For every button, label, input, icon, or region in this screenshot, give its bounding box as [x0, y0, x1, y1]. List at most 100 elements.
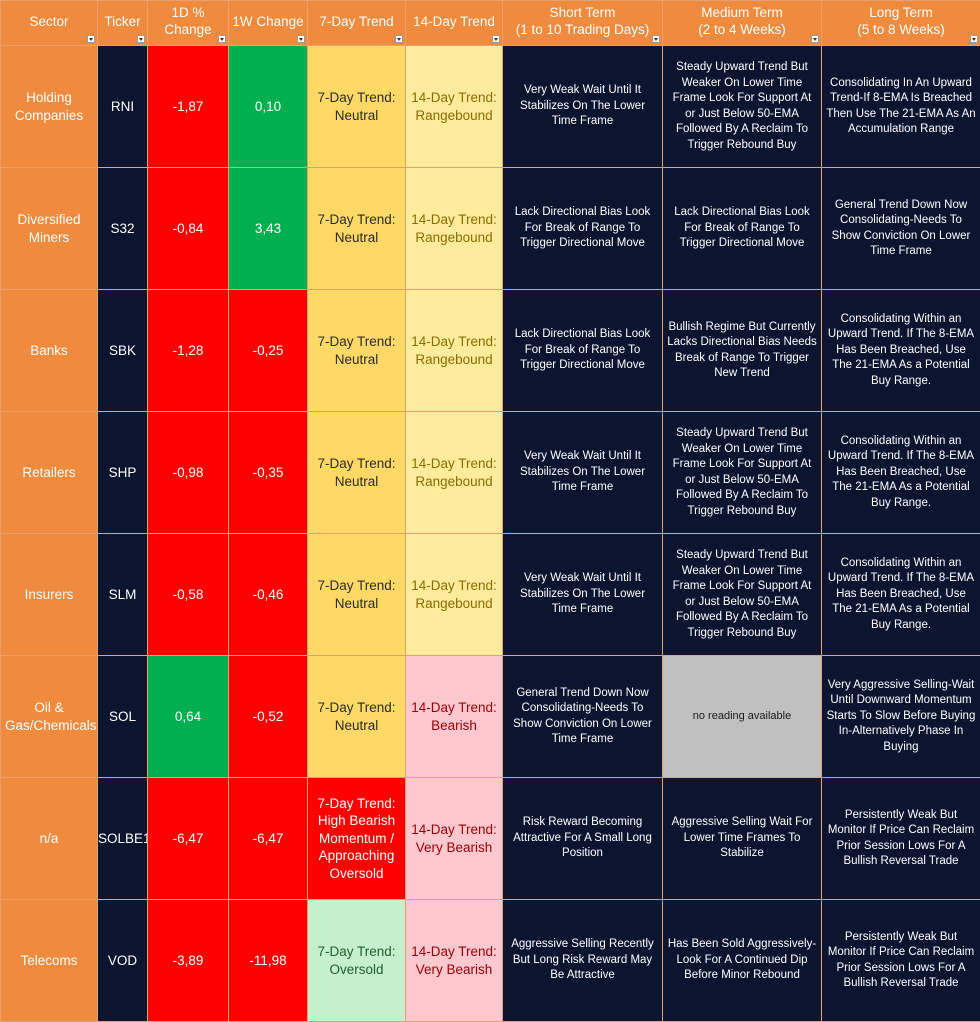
cell-medium-term[interactable]: Aggressive Selling Wait For Lower Time F… [663, 778, 822, 900]
cell-long-term[interactable]: Consolidating Within an Upward Trend. If… [822, 412, 980, 534]
cell-1w-change[interactable]: -6,47 [229, 778, 308, 900]
cell-1d-change[interactable]: -6,47 [148, 778, 229, 900]
cell-14day-trend[interactable]: 14-Day Trend: Rangebound [406, 168, 503, 290]
cell-ticker[interactable]: RNI [98, 46, 148, 168]
col-header-long-term: Long Term(5 to 8 Weeks) [822, 1, 980, 46]
cell-ticker[interactable]: S32 [98, 168, 148, 290]
cell-long-term[interactable]: Consolidating Within an Upward Trend. If… [822, 290, 980, 412]
cell-7day-trend[interactable]: 7-Day Trend: Neutral [308, 412, 406, 534]
cell-ticker[interactable]: SHP [98, 412, 148, 534]
filter-dropdown-icon[interactable] [395, 35, 403, 43]
filter-dropdown-icon[interactable] [297, 35, 305, 43]
col-header-sector: Sector [1, 1, 98, 46]
header-sublabel: (2 to 4 Weeks) [698, 22, 786, 37]
header-sublabel: (5 to 8 Weeks) [857, 22, 945, 37]
header-label: Sector [1, 13, 97, 34]
filter-dropdown-icon[interactable] [970, 35, 978, 43]
cell-sector[interactable]: n/a [1, 778, 98, 900]
cell-1w-change[interactable]: -11,98 [229, 900, 308, 1022]
cell-medium-term[interactable]: Steady Upward Trend But Weaker On Lower … [663, 412, 822, 534]
cell-medium-term[interactable]: no reading available [663, 656, 822, 778]
cell-medium-term[interactable]: Has Been Sold Aggressively-Look For A Co… [663, 900, 822, 1022]
cell-short-term[interactable]: Lack Directional Bias Look For Break of … [503, 290, 663, 412]
cell-short-term[interactable]: Very Weak Wait Until It Stabilizes On Th… [503, 534, 663, 656]
cell-short-term[interactable]: Very Weak Wait Until It Stabilizes On Th… [503, 412, 663, 534]
col-header-7day-trend: 7-Day Trend [308, 1, 406, 46]
cell-long-term[interactable]: General Trend Down Now Consolidating-Nee… [822, 168, 980, 290]
cell-sector[interactable]: Diversified Miners [1, 168, 98, 290]
cell-long-term[interactable]: Persistently Weak But Monitor If Price C… [822, 900, 980, 1022]
cell-1w-change[interactable]: 0,10 [229, 46, 308, 168]
filter-dropdown-icon[interactable] [492, 35, 500, 43]
header-label: Medium Term [701, 5, 783, 20]
filter-dropdown-icon[interactable] [218, 35, 226, 43]
cell-1d-change[interactable]: 0,64 [148, 656, 229, 778]
cell-ticker[interactable]: SOL [98, 656, 148, 778]
cell-long-term[interactable]: Consolidating Within an Upward Trend. If… [822, 534, 980, 656]
cell-1d-change[interactable]: -0,58 [148, 534, 229, 656]
cell-medium-term[interactable]: Steady Upward Trend But Weaker On Lower … [663, 534, 822, 656]
cell-short-term[interactable]: Risk Reward Becoming Attractive For A Sm… [503, 778, 663, 900]
header-label: 1W Change [229, 13, 307, 34]
cell-ticker[interactable]: SOLBE1 [98, 778, 148, 900]
cell-short-term[interactable]: General Trend Down Now Consolidating-Nee… [503, 656, 663, 778]
filter-dropdown-icon[interactable] [87, 35, 95, 43]
cell-1w-change[interactable]: -0,52 [229, 656, 308, 778]
cell-short-term[interactable]: Aggressive Selling Recently But Long Ris… [503, 900, 663, 1022]
col-header-1w-change: 1W Change [229, 1, 308, 46]
cell-long-term[interactable]: Consolidating In An Upward Trend-If 8-EM… [822, 46, 980, 168]
col-header-14day-trend: 14-Day Trend [406, 1, 503, 46]
cell-medium-term[interactable]: Bullish Regime But Currently Lacks Direc… [663, 290, 822, 412]
cell-1d-change[interactable]: -0,98 [148, 412, 229, 534]
cell-long-term[interactable]: Very Aggressive Selling-Wait Until Downw… [822, 656, 980, 778]
cell-1d-change[interactable]: -1,87 [148, 46, 229, 168]
cell-sector[interactable]: Oil & Gas/Chemicals [1, 656, 98, 778]
cell-short-term[interactable]: Lack Directional Bias Look For Break of … [503, 168, 663, 290]
cell-1d-change[interactable]: -1,28 [148, 290, 229, 412]
cell-sector[interactable]: Holding Companies [1, 46, 98, 168]
col-header-medium-term: Medium Term (2 to 4 Weeks) [663, 1, 822, 46]
cell-14day-trend[interactable]: 14-Day Trend: Rangebound [406, 46, 503, 168]
cell-sector[interactable]: Banks [1, 290, 98, 412]
cell-long-term[interactable]: Persistently Weak But Monitor If Price C… [822, 778, 980, 900]
cell-1d-change[interactable]: -3,89 [148, 900, 229, 1022]
cell-14day-trend[interactable]: 14-Day Trend: Bearish [406, 656, 503, 778]
cell-14day-trend[interactable]: 14-Day Trend: Rangebound [406, 412, 503, 534]
filter-dropdown-icon[interactable] [811, 35, 819, 43]
cell-ticker[interactable]: VOD [98, 900, 148, 1022]
cell-medium-term[interactable]: Lack Directional Bias Look For Break of … [663, 168, 822, 290]
filter-dropdown-icon[interactable] [652, 35, 660, 43]
cell-sector[interactable]: Telecoms [1, 900, 98, 1022]
cell-sector[interactable]: Retailers [1, 412, 98, 534]
cell-1d-change[interactable]: -0,84 [148, 168, 229, 290]
cell-1w-change[interactable]: 3,43 [229, 168, 308, 290]
header-label: 1D % Change [148, 4, 228, 42]
cell-7day-trend[interactable]: 7-Day Trend: Neutral [308, 656, 406, 778]
cell-14day-trend[interactable]: 14-Day Trend: Very Bearish [406, 778, 503, 900]
cell-7day-trend[interactable]: 7-Day Trend: Neutral [308, 46, 406, 168]
cell-medium-term[interactable]: Steady Upward Trend But Weaker On Lower … [663, 46, 822, 168]
cell-short-term[interactable]: Very Weak Wait Until It Stabilizes On Th… [503, 46, 663, 168]
cell-1w-change[interactable]: -0,25 [229, 290, 308, 412]
cell-7day-trend[interactable]: 7-Day Trend: Neutral [308, 534, 406, 656]
cell-14day-trend[interactable]: 14-Day Trend: Very Bearish [406, 900, 503, 1022]
cell-7day-trend[interactable]: 7-Day Trend: Neutral [308, 168, 406, 290]
cell-7day-trend[interactable]: 7-Day Trend: High Bearish Momentum / App… [308, 778, 406, 900]
cell-14day-trend[interactable]: 14-Day Trend: Rangebound [406, 534, 503, 656]
cell-7day-trend[interactable]: 7-Day Trend: Neutral [308, 290, 406, 412]
cell-ticker[interactable]: SBK [98, 290, 148, 412]
cell-7day-trend[interactable]: 7-Day Trend: Oversold [308, 900, 406, 1022]
header-row: Sector Ticker 1D % Change 1W Change 7-Da… [1, 1, 980, 46]
cell-sector[interactable]: Insurers [1, 534, 98, 656]
header-label: Short Term [550, 5, 616, 20]
filter-dropdown-icon[interactable] [137, 35, 145, 43]
cell-1w-change[interactable]: -0,35 [229, 412, 308, 534]
cell-1w-change[interactable]: -0,46 [229, 534, 308, 656]
cell-14day-trend[interactable]: 14-Day Trend: Rangebound [406, 290, 503, 412]
cell-ticker[interactable]: SLM [98, 534, 148, 656]
